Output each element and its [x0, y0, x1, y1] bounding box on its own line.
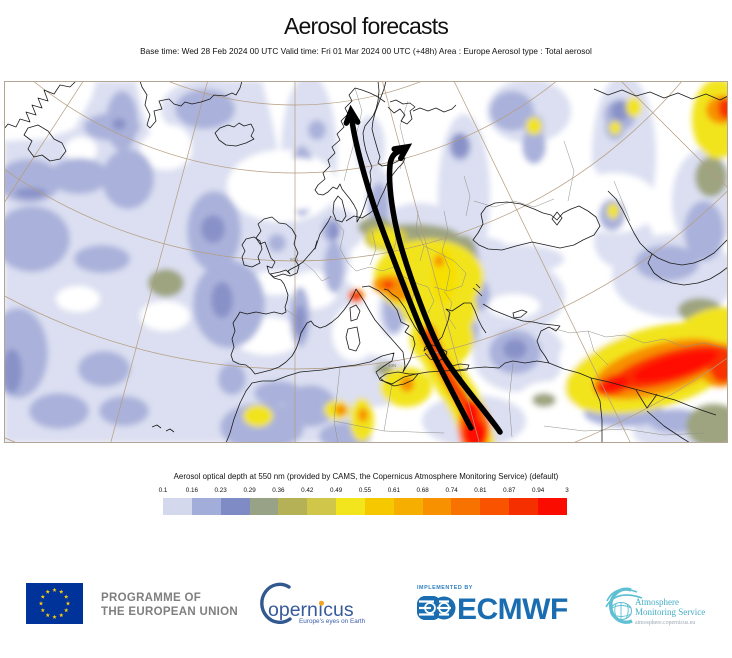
- svg-text:50N: 50N: [290, 257, 298, 262]
- svg-text:PROGRAMME OF: PROGRAMME OF: [101, 592, 201, 604]
- svg-text:Atmosphere: Atmosphere: [635, 597, 679, 607]
- svg-text:Europe's eyes on Earth: Europe's eyes on Earth: [299, 618, 366, 625]
- svg-text:opernıcus: opernıcus: [268, 599, 354, 621]
- svg-text:IMPLEMENTED BY: IMPLEMENTED BY: [417, 585, 473, 591]
- svg-text:40N: 40N: [388, 363, 396, 368]
- svg-text:atmosphere.copernicus.eu: atmosphere.copernicus.eu: [635, 620, 695, 626]
- svg-text:Monitoring Service: Monitoring Service: [635, 607, 705, 617]
- svg-text:ECMWF: ECMWF: [457, 593, 568, 626]
- svg-text:THE EUROPEAN UNION: THE EUROPEAN UNION: [101, 606, 238, 618]
